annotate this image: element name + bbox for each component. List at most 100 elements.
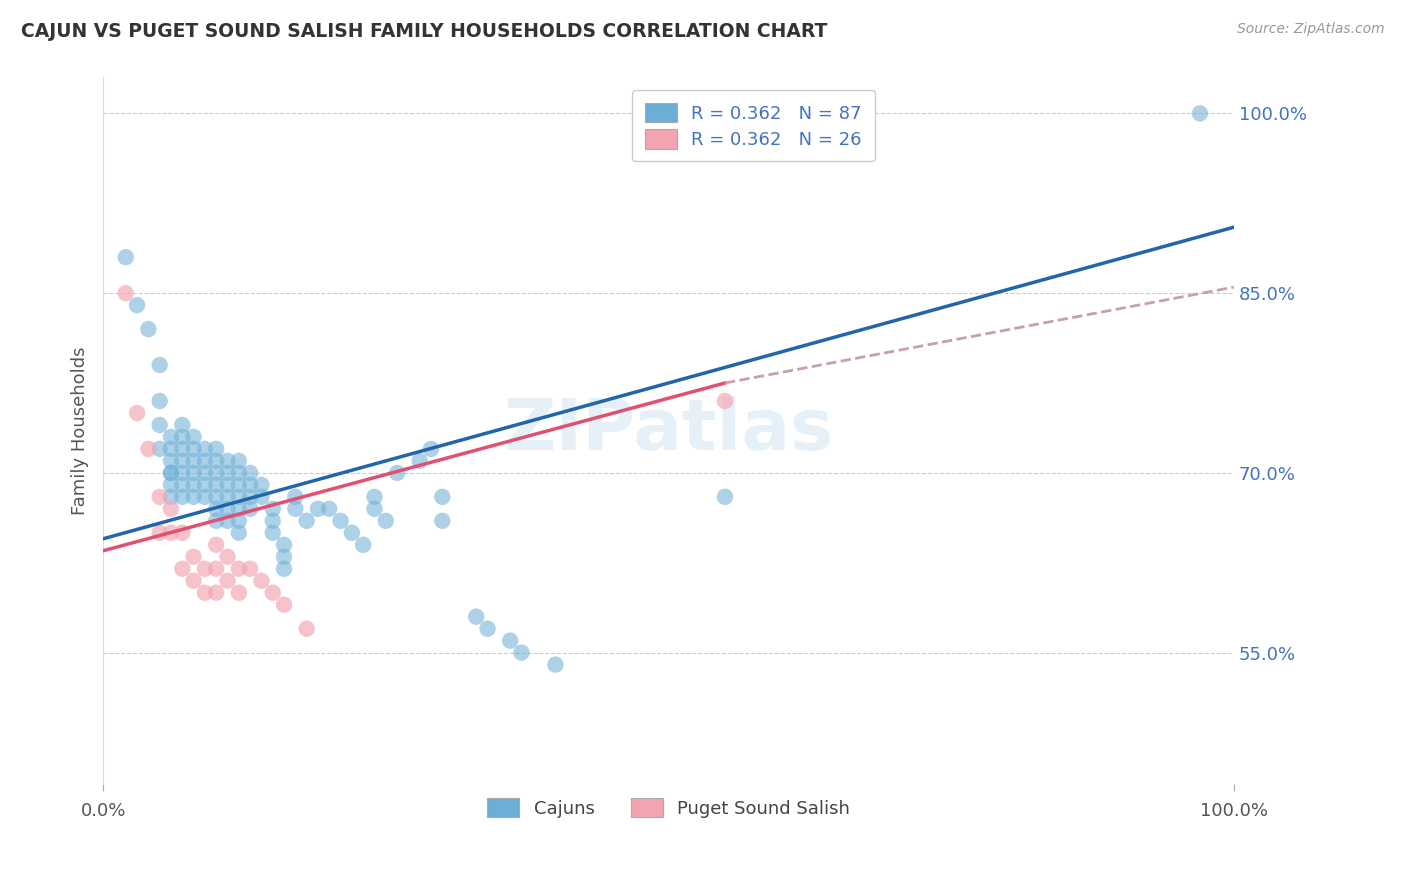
Point	[1188, 106, 1211, 120]
Point	[205, 562, 228, 576]
Point	[205, 538, 228, 552]
Point	[228, 466, 250, 480]
Point	[149, 394, 172, 409]
Point	[149, 525, 172, 540]
Point	[465, 609, 488, 624]
Point	[205, 478, 228, 492]
Point	[228, 525, 250, 540]
Point	[499, 633, 522, 648]
Point	[374, 514, 396, 528]
Point	[273, 598, 295, 612]
Point	[352, 538, 374, 552]
Point	[205, 501, 228, 516]
Point	[160, 442, 183, 456]
Point	[228, 478, 250, 492]
Point	[432, 514, 454, 528]
Point	[385, 466, 408, 480]
Point	[205, 466, 228, 480]
Point	[160, 466, 183, 480]
Point	[239, 501, 262, 516]
Point	[205, 585, 228, 599]
Point	[149, 442, 172, 456]
Point	[409, 454, 432, 468]
Point	[544, 657, 567, 672]
Point	[183, 466, 205, 480]
Point	[329, 514, 352, 528]
Point	[239, 490, 262, 504]
Point	[194, 585, 217, 599]
Point	[217, 454, 239, 468]
Point	[149, 490, 172, 504]
Point	[250, 574, 273, 588]
Legend: Cajuns, Puget Sound Salish: Cajuns, Puget Sound Salish	[479, 790, 858, 825]
Point	[273, 562, 295, 576]
Point	[284, 490, 307, 504]
Point	[363, 490, 385, 504]
Point	[307, 501, 329, 516]
Point	[340, 525, 363, 540]
Point	[183, 490, 205, 504]
Point	[714, 394, 737, 409]
Point	[250, 478, 273, 492]
Point	[149, 417, 172, 432]
Point	[183, 442, 205, 456]
Point	[262, 514, 284, 528]
Point	[217, 574, 239, 588]
Point	[125, 298, 148, 312]
Point	[228, 501, 250, 516]
Point	[217, 466, 239, 480]
Point	[194, 442, 217, 456]
Point	[183, 549, 205, 564]
Point	[172, 490, 194, 504]
Point	[714, 490, 737, 504]
Point	[295, 514, 318, 528]
Point	[172, 478, 194, 492]
Point	[160, 478, 183, 492]
Point	[273, 549, 295, 564]
Point	[194, 478, 217, 492]
Point	[172, 417, 194, 432]
Point	[318, 501, 340, 516]
Point	[183, 454, 205, 468]
Point	[217, 501, 239, 516]
Point	[228, 562, 250, 576]
Point	[114, 250, 136, 264]
Point	[194, 562, 217, 576]
Point	[205, 514, 228, 528]
Point	[239, 478, 262, 492]
Point	[160, 466, 183, 480]
Point	[239, 466, 262, 480]
Text: Source: ZipAtlas.com: Source: ZipAtlas.com	[1237, 22, 1385, 37]
Point	[432, 490, 454, 504]
Point	[125, 406, 148, 420]
Point	[217, 490, 239, 504]
Point	[194, 466, 217, 480]
Point	[138, 322, 160, 336]
Point	[160, 430, 183, 444]
Point	[172, 454, 194, 468]
Point	[228, 454, 250, 468]
Point	[477, 622, 499, 636]
Point	[160, 454, 183, 468]
Point	[160, 525, 183, 540]
Point	[239, 562, 262, 576]
Point	[183, 478, 205, 492]
Point	[217, 478, 239, 492]
Point	[183, 574, 205, 588]
Point	[138, 442, 160, 456]
Point	[262, 585, 284, 599]
Point	[149, 358, 172, 372]
Point	[284, 501, 307, 516]
Point	[262, 501, 284, 516]
Point	[172, 562, 194, 576]
Point	[205, 442, 228, 456]
Text: ZIPatlas: ZIPatlas	[503, 396, 834, 466]
Point	[363, 501, 385, 516]
Point	[228, 490, 250, 504]
Point	[273, 538, 295, 552]
Point	[160, 501, 183, 516]
Point	[183, 430, 205, 444]
Text: CAJUN VS PUGET SOUND SALISH FAMILY HOUSEHOLDS CORRELATION CHART: CAJUN VS PUGET SOUND SALISH FAMILY HOUSE…	[21, 22, 828, 41]
Point	[194, 454, 217, 468]
Point	[262, 525, 284, 540]
